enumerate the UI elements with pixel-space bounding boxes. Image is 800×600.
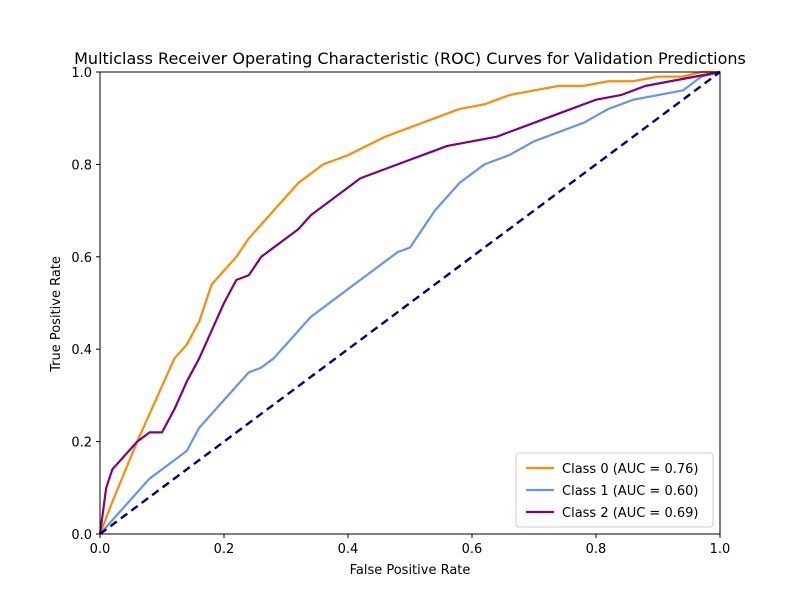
chart-title: Multiclass Receiver Operating Characteri… bbox=[74, 49, 746, 68]
x-tick-label: 1.0 bbox=[710, 542, 731, 557]
x-tick-label: 0.0 bbox=[90, 542, 111, 557]
series-line-1 bbox=[99, 70, 721, 535]
chance-diagonal-line bbox=[99, 71, 721, 535]
x-tick-label: 0.6 bbox=[462, 542, 483, 557]
y-axis-label: True Positive Rate bbox=[49, 256, 64, 373]
x-tick-label: 0.8 bbox=[586, 542, 607, 557]
x-tick-label: 0.2 bbox=[214, 542, 235, 557]
legend-entry-label: Class 2 (AUC = 0.69) bbox=[562, 506, 698, 521]
legend-entry-label: Class 0 (AUC = 0.76) bbox=[562, 462, 698, 477]
legend-box bbox=[515, 452, 714, 528]
y-tick-label: 0.2 bbox=[71, 436, 92, 451]
y-tick-label: 0.0 bbox=[71, 528, 92, 543]
y-tick-label: 0.6 bbox=[71, 251, 92, 266]
y-tick-label: 1.0 bbox=[71, 66, 92, 81]
x-axis-label: False Positive Rate bbox=[350, 563, 471, 578]
axes-frame bbox=[99, 71, 721, 535]
series-layer bbox=[98, 70, 721, 535]
series-line-0 bbox=[98, 70, 720, 535]
series-line-2 bbox=[98, 70, 721, 535]
y-tick-label: 0.8 bbox=[71, 158, 92, 173]
x-tick-label: 0.4 bbox=[338, 542, 359, 557]
legend: Class 0 (AUC = 0.76) Class 1 (AUC = 0.60)… bbox=[515, 452, 714, 528]
y-tick-label: 0.4 bbox=[71, 343, 92, 358]
legend-entry-label: Class 1 (AUC = 0.60) bbox=[562, 484, 698, 499]
axes-layer: 0.0 0.2 0.4 0.6 0.8 1.0 0.0 0.2 0.4 0.6 0.8 1.0 bbox=[71, 66, 730, 557]
